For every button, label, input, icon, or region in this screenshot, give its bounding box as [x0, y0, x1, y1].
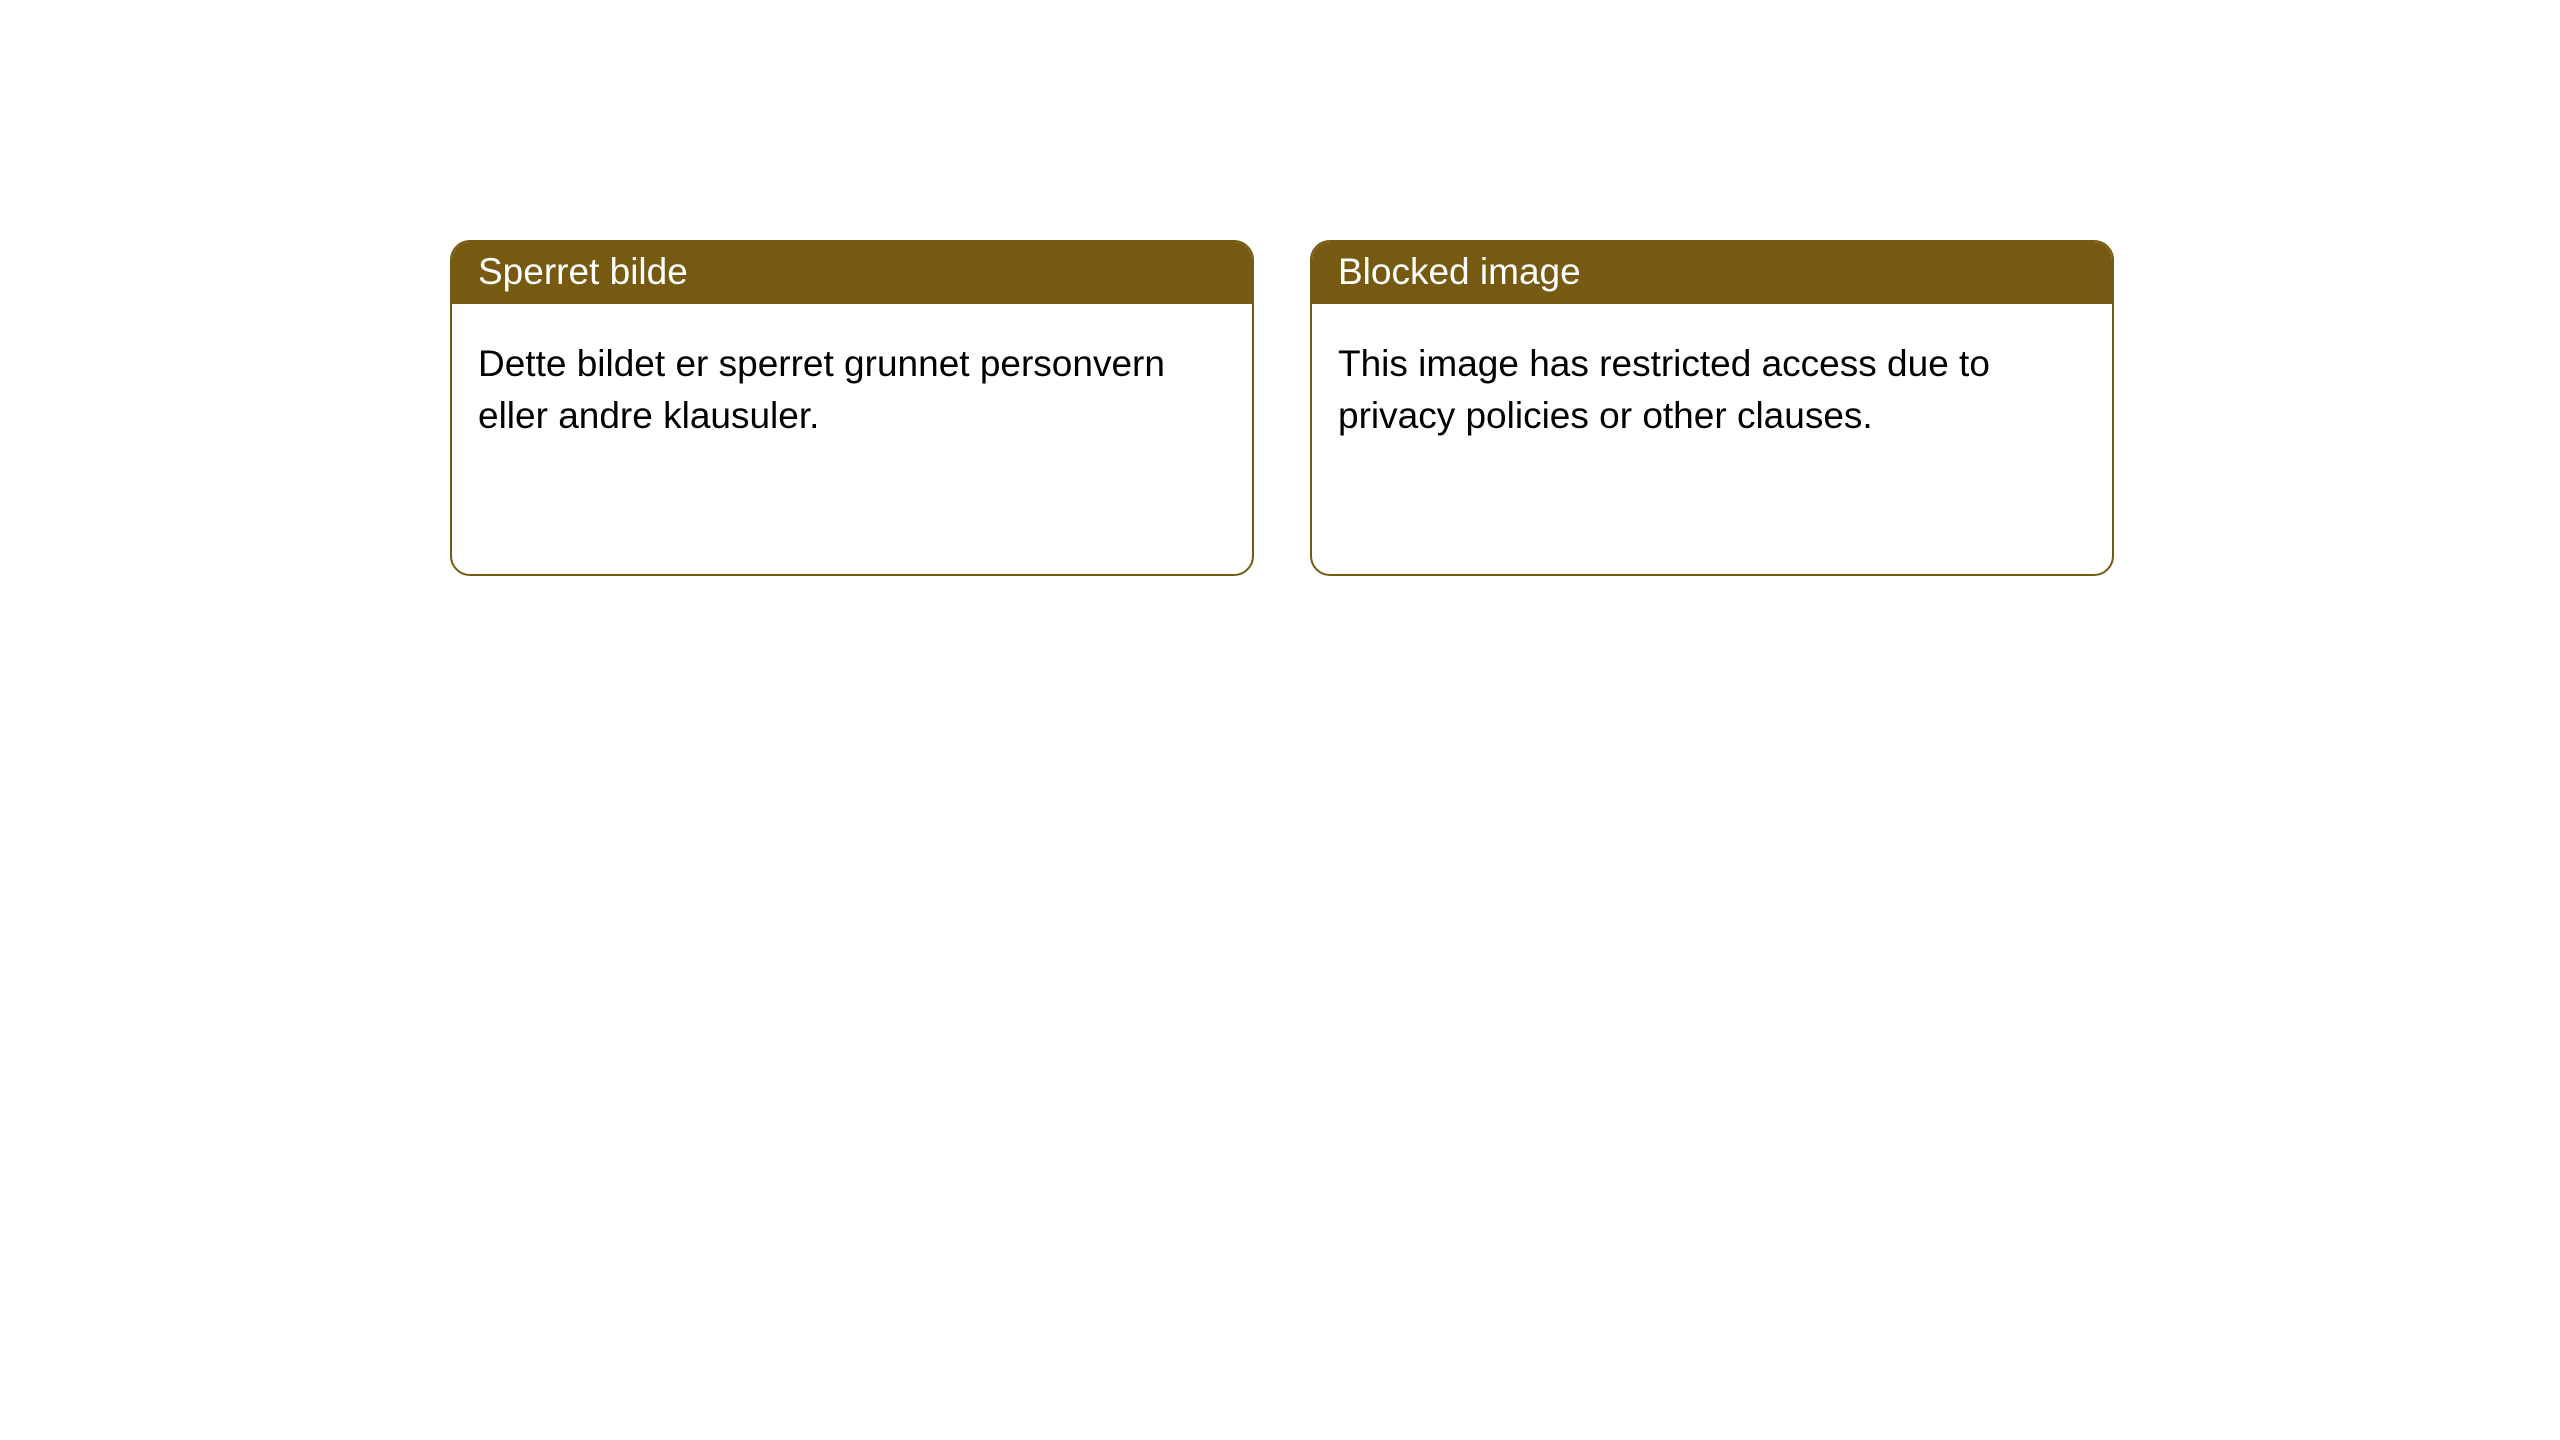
card-header: Sperret bilde [452, 242, 1252, 304]
card-body: Dette bildet er sperret grunnet personve… [452, 304, 1252, 476]
card-title: Sperret bilde [478, 251, 688, 292]
card-header: Blocked image [1312, 242, 2112, 304]
notice-card-english: Blocked image This image has restricted … [1310, 240, 2114, 576]
card-title: Blocked image [1338, 251, 1581, 292]
card-body-text: This image has restricted access due to … [1338, 343, 1990, 436]
notice-card-norwegian: Sperret bilde Dette bildet er sperret gr… [450, 240, 1254, 576]
card-body-text: Dette bildet er sperret grunnet personve… [478, 343, 1165, 436]
notice-cards-container: Sperret bilde Dette bildet er sperret gr… [450, 240, 2560, 576]
card-body: This image has restricted access due to … [1312, 304, 2112, 476]
